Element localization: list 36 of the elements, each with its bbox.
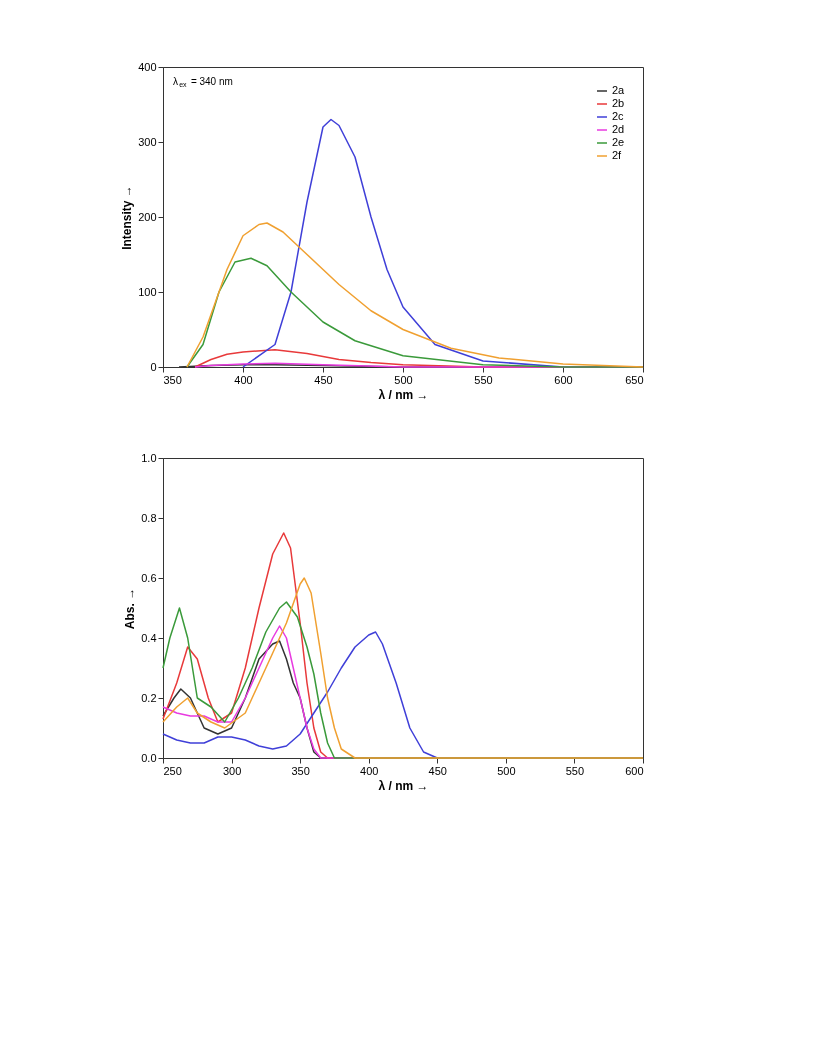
legend-label: 2a <box>612 84 626 96</box>
x-tick-label: 250 <box>163 764 182 777</box>
legend-label: 2c <box>612 110 625 122</box>
legend-label: 2d <box>612 123 625 135</box>
y-axis-title: Abs. → <box>123 587 138 630</box>
y-tick-label: 0.8 <box>141 511 157 524</box>
x-tick-label: 350 <box>163 373 182 386</box>
x-axis-title: λ / nm → <box>378 387 429 402</box>
x-tick-label: 500 <box>497 764 516 777</box>
y-tick-label: 100 <box>138 285 157 298</box>
legend-label: 2b <box>612 97 625 109</box>
y-tick-label: 0.2 <box>141 691 157 704</box>
y-axis-title: Intensity → <box>120 185 135 250</box>
x-tick-label: 400 <box>234 373 253 386</box>
x-tick-label: 450 <box>428 764 447 777</box>
x-tick-label: 550 <box>474 373 493 386</box>
y-tick-label: 200 <box>138 210 157 223</box>
legend-label: 2e <box>612 136 625 148</box>
x-tick-label: 600 <box>554 373 573 386</box>
x-tick-label: 550 <box>565 764 585 777</box>
y-tick-label: 0.4 <box>141 631 157 644</box>
x-tick-label: 600 <box>625 764 644 777</box>
x-tick-label: 500 <box>394 373 413 386</box>
x-tick-label: 450 <box>314 373 333 386</box>
x-tick-label: 300 <box>222 764 242 777</box>
x-tick-label: 400 <box>360 764 379 777</box>
y-tick-label: 300 <box>138 135 157 148</box>
x-tick-label: 350 <box>291 764 310 777</box>
x-tick-label: 650 <box>625 373 644 386</box>
y-tick-label: 0.0 <box>141 751 157 764</box>
y-tick-label: 0.6 <box>141 571 157 584</box>
x-axis-title: λ / nm → <box>378 778 429 793</box>
legend-label: 2f <box>612 149 623 161</box>
y-tick-label: 0 <box>150 360 157 373</box>
y-tick-label: 1.0 <box>141 451 157 464</box>
y-tick-label: 400 <box>138 60 157 73</box>
